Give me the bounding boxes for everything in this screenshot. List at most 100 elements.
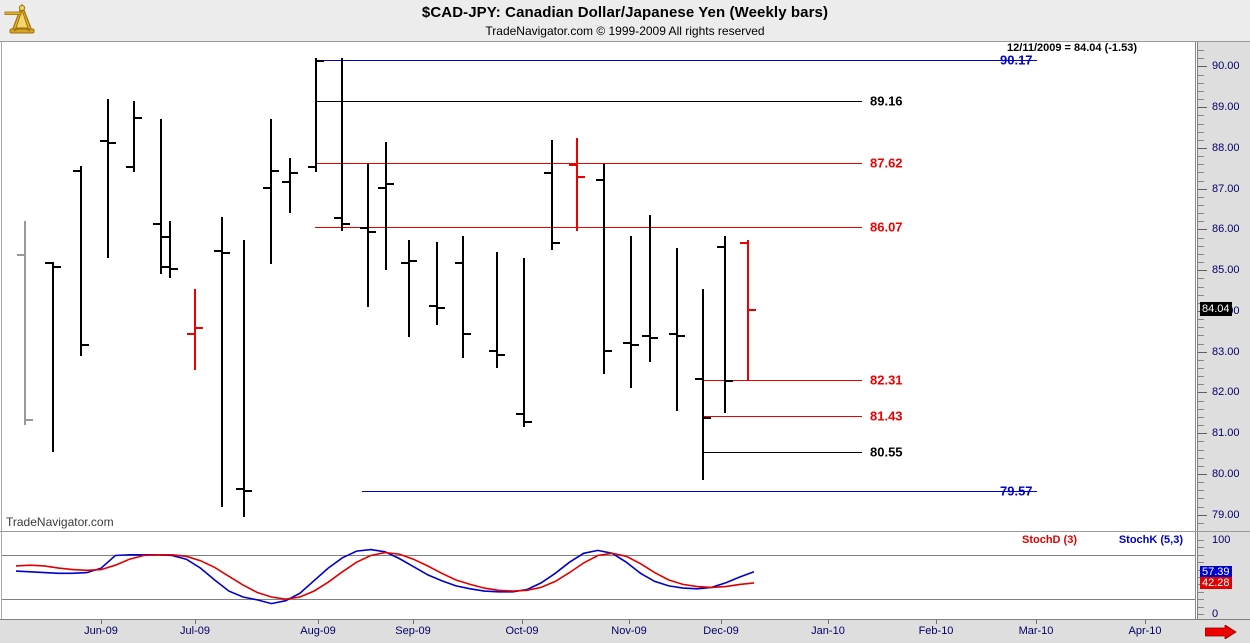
- stochastic-axis[interactable]: 100 0 57.39 42.28: [1197, 532, 1250, 620]
- ohlc-bar[interactable]: [385, 141, 387, 271]
- date-axis-label: Feb-10: [918, 625, 954, 637]
- legend-stoch-k[interactable]: StochK (5,3): [1118, 534, 1183, 546]
- ohlc-bar[interactable]: [676, 247, 678, 411]
- price-axis-minor-tick: [1198, 139, 1204, 141]
- date-axis-label: Jan-10: [811, 625, 845, 637]
- ohlc-close-tick: [109, 141, 116, 144]
- stochastic-axis-label: 100: [1212, 534, 1231, 546]
- level-line[interactable]: [315, 59, 1037, 61]
- price-axis-tick: [1198, 229, 1207, 231]
- ohlc-close-tick: [162, 235, 169, 238]
- price-axis[interactable]: 90.0089.0088.0087.0086.0085.0084.0083.00…: [1197, 42, 1250, 532]
- ohlc-bar[interactable]: [702, 288, 704, 481]
- date-axis-label: Oct-09: [505, 625, 539, 637]
- ohlc-open-tick: [308, 166, 315, 169]
- date-axis-label: Mar-10: [1018, 625, 1054, 637]
- ohlc-open-tick: [334, 217, 341, 220]
- ohlc-bar[interactable]: [408, 239, 410, 338]
- ohlc-bar[interactable]: [649, 215, 651, 362]
- ohlc-open-tick: [162, 266, 169, 269]
- ohlc-bar[interactable]: [80, 166, 82, 356]
- ohlc-bar[interactable]: [367, 164, 369, 307]
- ohlc-bar[interactable]: [133, 101, 135, 173]
- level-line[interactable]: [315, 100, 862, 102]
- price-axis-minor-tick: [1198, 490, 1204, 492]
- level-line[interactable]: [315, 163, 862, 165]
- ohlc-bar[interactable]: [630, 235, 632, 389]
- ohlc-bar[interactable]: [52, 262, 54, 452]
- ohlc-bar[interactable]: [160, 119, 162, 275]
- ohlc-bar[interactable]: [523, 257, 525, 428]
- level-line[interactable]: [702, 415, 862, 417]
- ohlc-bar[interactable]: [436, 241, 438, 326]
- date-axis-label: Aug-09: [300, 625, 336, 637]
- ohlc-bar[interactable]: [341, 58, 343, 232]
- level-line[interactable]: [362, 491, 1037, 493]
- stochastic-axis-tick: [1198, 554, 1204, 556]
- ohlc-bar[interactable]: [724, 235, 726, 413]
- price-axis-minor-tick: [1198, 221, 1204, 223]
- price-axis-minor-tick: [1198, 278, 1204, 280]
- ohlc-bar[interactable]: [576, 137, 578, 232]
- ohlc-open-tick: [401, 262, 408, 265]
- ohlc-close-tick: [369, 231, 376, 234]
- ohlc-open-tick: [73, 170, 80, 173]
- ohlc-open-tick: [642, 335, 649, 338]
- price-axis-tick: [1198, 392, 1207, 394]
- price-axis-tick: [1198, 270, 1207, 272]
- price-axis-minor-tick: [1198, 156, 1204, 158]
- price-axis-label: 90.00: [1212, 60, 1240, 73]
- ohlc-close-tick: [410, 260, 417, 262]
- ohlc-bar[interactable]: [243, 239, 245, 517]
- ohlc-close-tick: [605, 349, 612, 352]
- ohlc-bar[interactable]: [169, 221, 171, 279]
- price-axis-label: 87.00: [1212, 182, 1240, 195]
- ohlc-bar[interactable]: [747, 239, 749, 381]
- level-line[interactable]: [702, 451, 862, 453]
- ohlc-open-tick: [596, 178, 603, 181]
- ohlc-bar[interactable]: [221, 217, 223, 507]
- ohlc-close-tick: [135, 117, 142, 120]
- legend-stoch-d[interactable]: StochD (3): [1022, 534, 1077, 546]
- ohlc-bar[interactable]: [496, 251, 498, 368]
- stochastic-axis-tick: [1198, 599, 1204, 601]
- ohlc-bar[interactable]: [24, 221, 26, 426]
- date-axis-tick: [318, 620, 319, 624]
- ohlc-open-tick: [100, 139, 107, 142]
- date-axis-label: Jun-09: [84, 625, 118, 637]
- price-axis-minor-tick: [1198, 131, 1204, 133]
- price-axis-minor-tick: [1198, 58, 1204, 60]
- date-axis-label: Jul-09: [180, 625, 210, 637]
- level-line[interactable]: [315, 226, 862, 228]
- price-plot-area[interactable]: 12/11/2009 = 84.04 (-1.53) TradeNavigato…: [1, 42, 1196, 531]
- stochastic-lines: [15, 548, 755, 605]
- ohlc-close-tick: [525, 420, 532, 423]
- level-label: 86.07: [870, 219, 903, 235]
- ohlc-bar[interactable]: [603, 164, 605, 375]
- stochastic-series-line: [15, 551, 755, 601]
- ohlc-bar[interactable]: [289, 158, 291, 214]
- ohlc-close-tick: [291, 172, 298, 175]
- stochastic-axis-tick: [1198, 540, 1204, 541]
- level-line[interactable]: [702, 379, 862, 381]
- ohlc-close-tick: [245, 490, 252, 493]
- ohlc-bar[interactable]: [270, 119, 272, 265]
- date-axis-label: Dec-09: [703, 625, 739, 637]
- level-label: 87.62: [870, 155, 903, 171]
- ohlc-close-tick: [26, 418, 33, 421]
- price-axis-minor-tick: [1198, 82, 1204, 84]
- ohlc-bar[interactable]: [315, 58, 317, 173]
- stochastic-plot-area[interactable]: StochD (3) StochK (5,3): [1, 532, 1196, 620]
- ohlc-bar[interactable]: [551, 139, 553, 250]
- ohlc-bar[interactable]: [462, 235, 464, 358]
- ohlc-bar[interactable]: [107, 99, 109, 258]
- price-axis-label: 79.00: [1212, 508, 1240, 521]
- level-label: 80.55: [870, 444, 903, 460]
- ohlc-close-tick: [272, 170, 279, 173]
- stoch-k-value-marker: 57.39: [1200, 565, 1232, 578]
- stochastic-axis-tick: [1198, 591, 1204, 593]
- price-axis-minor-tick: [1198, 384, 1204, 386]
- price-axis-minor-tick: [1198, 74, 1204, 76]
- ohlc-bar[interactable]: [194, 288, 196, 371]
- date-axis[interactable]: Jun-09 Jul-09 Aug-09 Sep-09 Oct-09 Nov-09 Dec-…: [0, 619, 1250, 643]
